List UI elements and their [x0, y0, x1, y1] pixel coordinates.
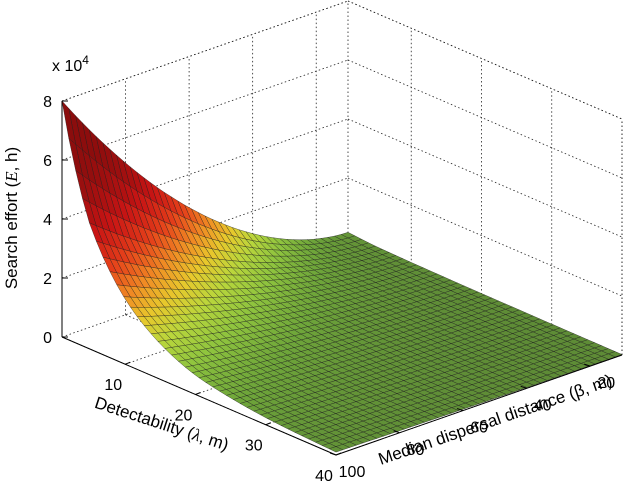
grid-line-z-leftwall — [61, 118, 349, 220]
z-tick-label: 0 — [43, 330, 52, 347]
x-tick-label: 30 — [245, 438, 263, 455]
grid-line-z-leftwall — [61, 59, 349, 161]
z-tick-label: 4 — [43, 212, 52, 229]
z-axis-title: Search effort (E, h) — [2, 147, 21, 289]
y-tick-mark — [393, 430, 400, 434]
y-tick-mark — [329, 452, 337, 456]
grid-line-z-rightwall — [347, 177, 623, 297]
y-tick-label: 100 — [339, 464, 366, 481]
y-tick-mark — [520, 385, 527, 389]
grid-line-z-rightwall — [347, 118, 623, 238]
y-tick-label: 60 — [470, 420, 488, 437]
x-tick-mark — [125, 361, 131, 365]
z-tick-label: 6 — [43, 153, 52, 170]
grid-line-z-leftwall — [61, 177, 349, 279]
y-tick-label: 80 — [407, 442, 425, 459]
z-tick-label: 8 — [43, 94, 52, 111]
x-axis-line — [61, 336, 337, 456]
x-tick-mark — [195, 392, 201, 395]
x-tick-mark — [265, 422, 271, 426]
y-tick-label: 20 — [597, 375, 615, 392]
grid-line-z-rightwall — [347, 59, 623, 179]
box-edge-top-left — [61, 0, 349, 102]
surface-mesh — [61, 100, 623, 453]
z-tick-label: 2 — [43, 271, 52, 288]
y-tick-mark — [456, 408, 464, 412]
x-tick-label: 20 — [175, 407, 193, 424]
chart-tick-labels: 0 2 4 6 8 10 20 30 40 20 40 60 80 100 — [43, 94, 615, 485]
y-tick-label: 40 — [534, 397, 552, 414]
x-tick-label: 10 — [104, 377, 122, 394]
x-tick-label: 40 — [315, 468, 333, 485]
z-scale-label: x 104 — [52, 53, 89, 75]
y-tick-mark — [584, 363, 591, 367]
box-edge-top-right — [347, 0, 623, 120]
y-axis-line — [335, 354, 623, 456]
chart-axes — [61, 100, 623, 456]
x-tick-mark — [335, 452, 342, 456]
surface-facet — [328, 446, 344, 453]
x-axis-title: Detectability (λ, m) — [92, 393, 231, 454]
